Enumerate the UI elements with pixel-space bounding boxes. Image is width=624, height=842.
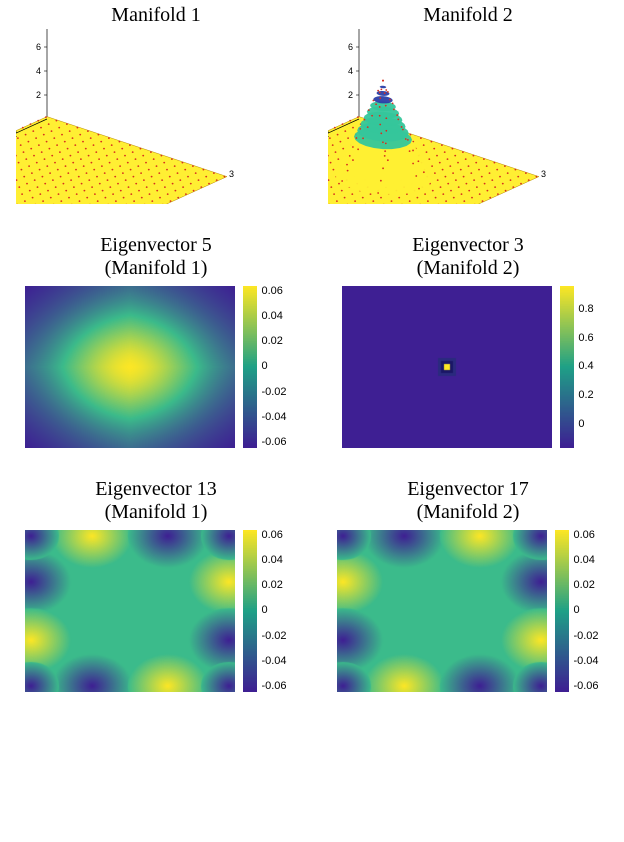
heatmap-eigvec3 bbox=[342, 286, 552, 448]
cbar-ticks-eigvec3: 0.8 0.6 0.4 0.2 0 bbox=[574, 286, 593, 448]
svg-text:3: 3 bbox=[229, 169, 234, 179]
cbar-tick: -0.02 bbox=[573, 631, 598, 642]
svg-text:6: 6 bbox=[36, 42, 41, 52]
cbar-tick: 0.02 bbox=[573, 580, 598, 591]
panel-manifold-2: Manifold 2 246810-2-2-1-1001122-33 bbox=[318, 4, 618, 204]
cbar-ticks-eigvec17: 0.06 0.04 0.02 0 -0.02 -0.04 -0.06 bbox=[569, 530, 598, 692]
svg-text:4: 4 bbox=[36, 66, 41, 76]
cbar-tick: -0.04 bbox=[261, 656, 286, 667]
cbar-tick: 0 bbox=[261, 605, 286, 616]
cbar-tick: 0 bbox=[578, 419, 593, 430]
cbar-tick: 0.4 bbox=[578, 361, 593, 372]
title-eigvec5-l1: Eigenvector 5 bbox=[100, 234, 212, 257]
svg-text:2: 2 bbox=[328, 129, 329, 139]
cbar-tick: 0 bbox=[261, 361, 286, 372]
panel-eigvec17: Eigenvector 17 (Manifold 2) 0.06 0.04 0.02… bbox=[318, 478, 618, 692]
title-eigvec13-l1: Eigenvector 13 bbox=[95, 478, 217, 501]
cbar-tick: -0.06 bbox=[261, 437, 286, 448]
figure-grid: Manifold 1 246810-2-2-1-1001122-33 Manif… bbox=[0, 0, 624, 842]
cbar-tick: -0.06 bbox=[573, 681, 598, 692]
panel-eigvec13: Eigenvector 13 (Manifold 1) 0.06 0.04 0.02… bbox=[6, 478, 306, 692]
title-eigvec3-l1: Eigenvector 3 bbox=[412, 234, 524, 257]
cbar-tick: 0.2 bbox=[578, 390, 593, 401]
title-eigvec13-l2: (Manifold 1) bbox=[105, 501, 208, 524]
svg-text:2: 2 bbox=[348, 90, 353, 100]
cbar-tick: 0.02 bbox=[261, 336, 286, 347]
cbar-group-eigvec3: 0.8 0.6 0.4 0.2 0 bbox=[560, 286, 593, 448]
title-eigvec3-l2: (Manifold 2) bbox=[417, 257, 520, 280]
cbar-tick: 0.8 bbox=[578, 304, 593, 315]
cbar-tick: 0.06 bbox=[573, 530, 598, 541]
cbar-group-eigvec5: 0.06 0.04 0.02 0 -0.02 -0.04 -0.06 bbox=[243, 286, 286, 448]
svg-text:4: 4 bbox=[348, 66, 353, 76]
svg-text:3: 3 bbox=[541, 169, 546, 179]
panel-manifold-1: Manifold 1 246810-2-2-1-1001122-33 bbox=[6, 4, 306, 204]
cbar-tick: -0.04 bbox=[573, 656, 598, 667]
cbar-tick: 0.06 bbox=[261, 530, 286, 541]
row-manifolds: Manifold 1 246810-2-2-1-1001122-33 Manif… bbox=[0, 0, 624, 204]
heatwrap-eigvec5: 0.06 0.04 0.02 0 -0.02 -0.04 -0.06 bbox=[25, 286, 286, 448]
title-eigvec5-l2: (Manifold 1) bbox=[105, 257, 208, 280]
cbar-tick: 0.02 bbox=[261, 580, 286, 591]
heatmap-eigvec13 bbox=[25, 530, 235, 692]
cbar-tick: 0.06 bbox=[261, 286, 286, 297]
cbar-tick: -0.02 bbox=[261, 631, 286, 642]
row-eigvec-b: Eigenvector 13 (Manifold 1) 0.06 0.04 0.02… bbox=[0, 478, 624, 692]
row-eigvec-a: Eigenvector 5 (Manifold 1) 0.060.040.020… bbox=[0, 234, 624, 448]
plot3d-manifold-2: 246810-2-2-1-1001122-33 bbox=[328, 29, 608, 204]
cbar-tick: 0 bbox=[573, 605, 598, 616]
heatmap-eigvec17 bbox=[337, 530, 547, 692]
heatwrap-eigvec13: 0.06 0.04 0.02 0 -0.02 -0.04 -0.06 bbox=[25, 530, 286, 692]
heatwrap-eigvec3: 0.8 0.6 0.4 0.2 0 bbox=[342, 286, 593, 448]
cbar-eigvec3 bbox=[560, 286, 574, 448]
cbar-tick: 0.04 bbox=[573, 555, 598, 566]
svg-text:2: 2 bbox=[16, 129, 17, 139]
cbar-tick: -0.02 bbox=[261, 387, 286, 398]
title-eigvec17-l2: (Manifold 2) bbox=[417, 501, 520, 524]
svg-text:6: 6 bbox=[348, 42, 353, 52]
heatwrap-eigvec17: 0.06 0.04 0.02 0 -0.02 -0.04 -0.06 bbox=[337, 530, 598, 692]
cbar-tick: -0.06 bbox=[261, 681, 286, 692]
panel-eigvec3: Eigenvector 3 (Manifold 2) 0.8 0.6 0.4 0.2 0 bbox=[318, 234, 618, 448]
cbar-tick: -0.04 bbox=[261, 412, 286, 423]
cbar-eigvec17 bbox=[555, 530, 569, 692]
plot3d-manifold-1: 246810-2-2-1-1001122-33 bbox=[16, 29, 296, 204]
cbar-ticks-eigvec13: 0.06 0.04 0.02 0 -0.02 -0.04 -0.06 bbox=[257, 530, 286, 692]
cbar-group-eigvec13: 0.06 0.04 0.02 0 -0.02 -0.04 -0.06 bbox=[243, 530, 286, 692]
title-manifold-1: Manifold 1 bbox=[111, 4, 200, 27]
cbar-eigvec13 bbox=[243, 530, 257, 692]
cbar-ticks-eigvec5: 0.06 0.04 0.02 0 -0.02 -0.04 -0.06 bbox=[257, 286, 286, 448]
heatmap-eigvec5 bbox=[25, 286, 235, 448]
title-eigvec17-l1: Eigenvector 17 bbox=[407, 478, 529, 501]
cbar-tick: 0.04 bbox=[261, 311, 286, 322]
cbar-eigvec5 bbox=[243, 286, 257, 448]
cbar-group-eigvec17: 0.06 0.04 0.02 0 -0.02 -0.04 -0.06 bbox=[555, 530, 598, 692]
cbar-tick: 0.04 bbox=[261, 555, 286, 566]
cbar-tick: 0.6 bbox=[578, 333, 593, 344]
title-manifold-2: Manifold 2 bbox=[423, 4, 512, 27]
panel-eigvec5: Eigenvector 5 (Manifold 1) 0.060.040.020… bbox=[6, 234, 306, 448]
svg-text:2: 2 bbox=[36, 90, 41, 100]
